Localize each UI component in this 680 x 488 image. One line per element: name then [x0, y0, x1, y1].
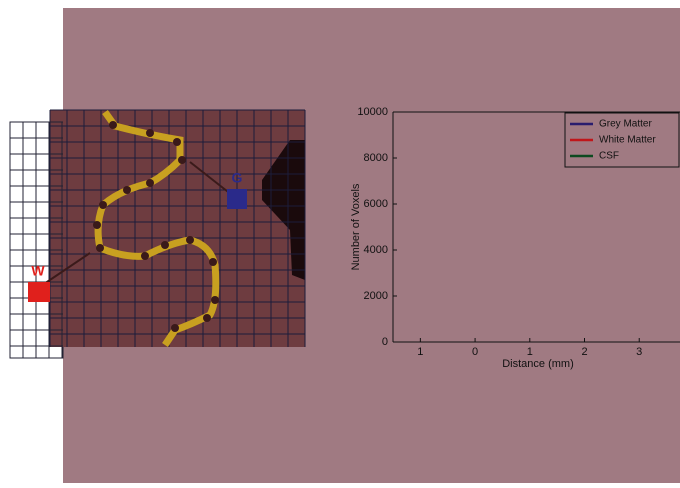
grey-arrow [189, 161, 233, 196]
x-axis-label: Distance (mm) [502, 358, 574, 370]
legend-label: CSF [599, 151, 619, 162]
legend-label: White Matter [599, 135, 656, 146]
x-tick-label: 1 [417, 346, 423, 358]
diagram: W G [9, 109, 306, 359]
x-tick-label: 0 [472, 346, 478, 358]
grid [9, 109, 306, 358]
y-tick-label: 10000 [357, 106, 388, 118]
y-axis-label: Number of Voxels [350, 183, 362, 270]
white-voxel [28, 282, 50, 302]
x-tick-label: 2 [581, 346, 587, 358]
csf-region [262, 140, 305, 280]
x-tick-label: 1 [527, 346, 533, 358]
grey-label: G [232, 170, 243, 186]
x-tick-label: 3 [636, 346, 642, 358]
grey-voxel [227, 189, 247, 209]
legend-label: Grey Matter [599, 119, 652, 130]
boundary-points [93, 121, 219, 332]
white-label: W [31, 263, 45, 279]
y-tick-label: 8000 [364, 152, 388, 164]
y-tick-label: 4000 [364, 244, 388, 256]
top-margin [0, 0, 680, 8]
chart: Number of Voxels Distance (mm) 0 2000 4000… [350, 106, 680, 370]
y-tick-label: 2000 [364, 290, 388, 302]
y-tick-label: 0 [382, 336, 388, 348]
y-tick-label: 6000 [364, 198, 388, 210]
